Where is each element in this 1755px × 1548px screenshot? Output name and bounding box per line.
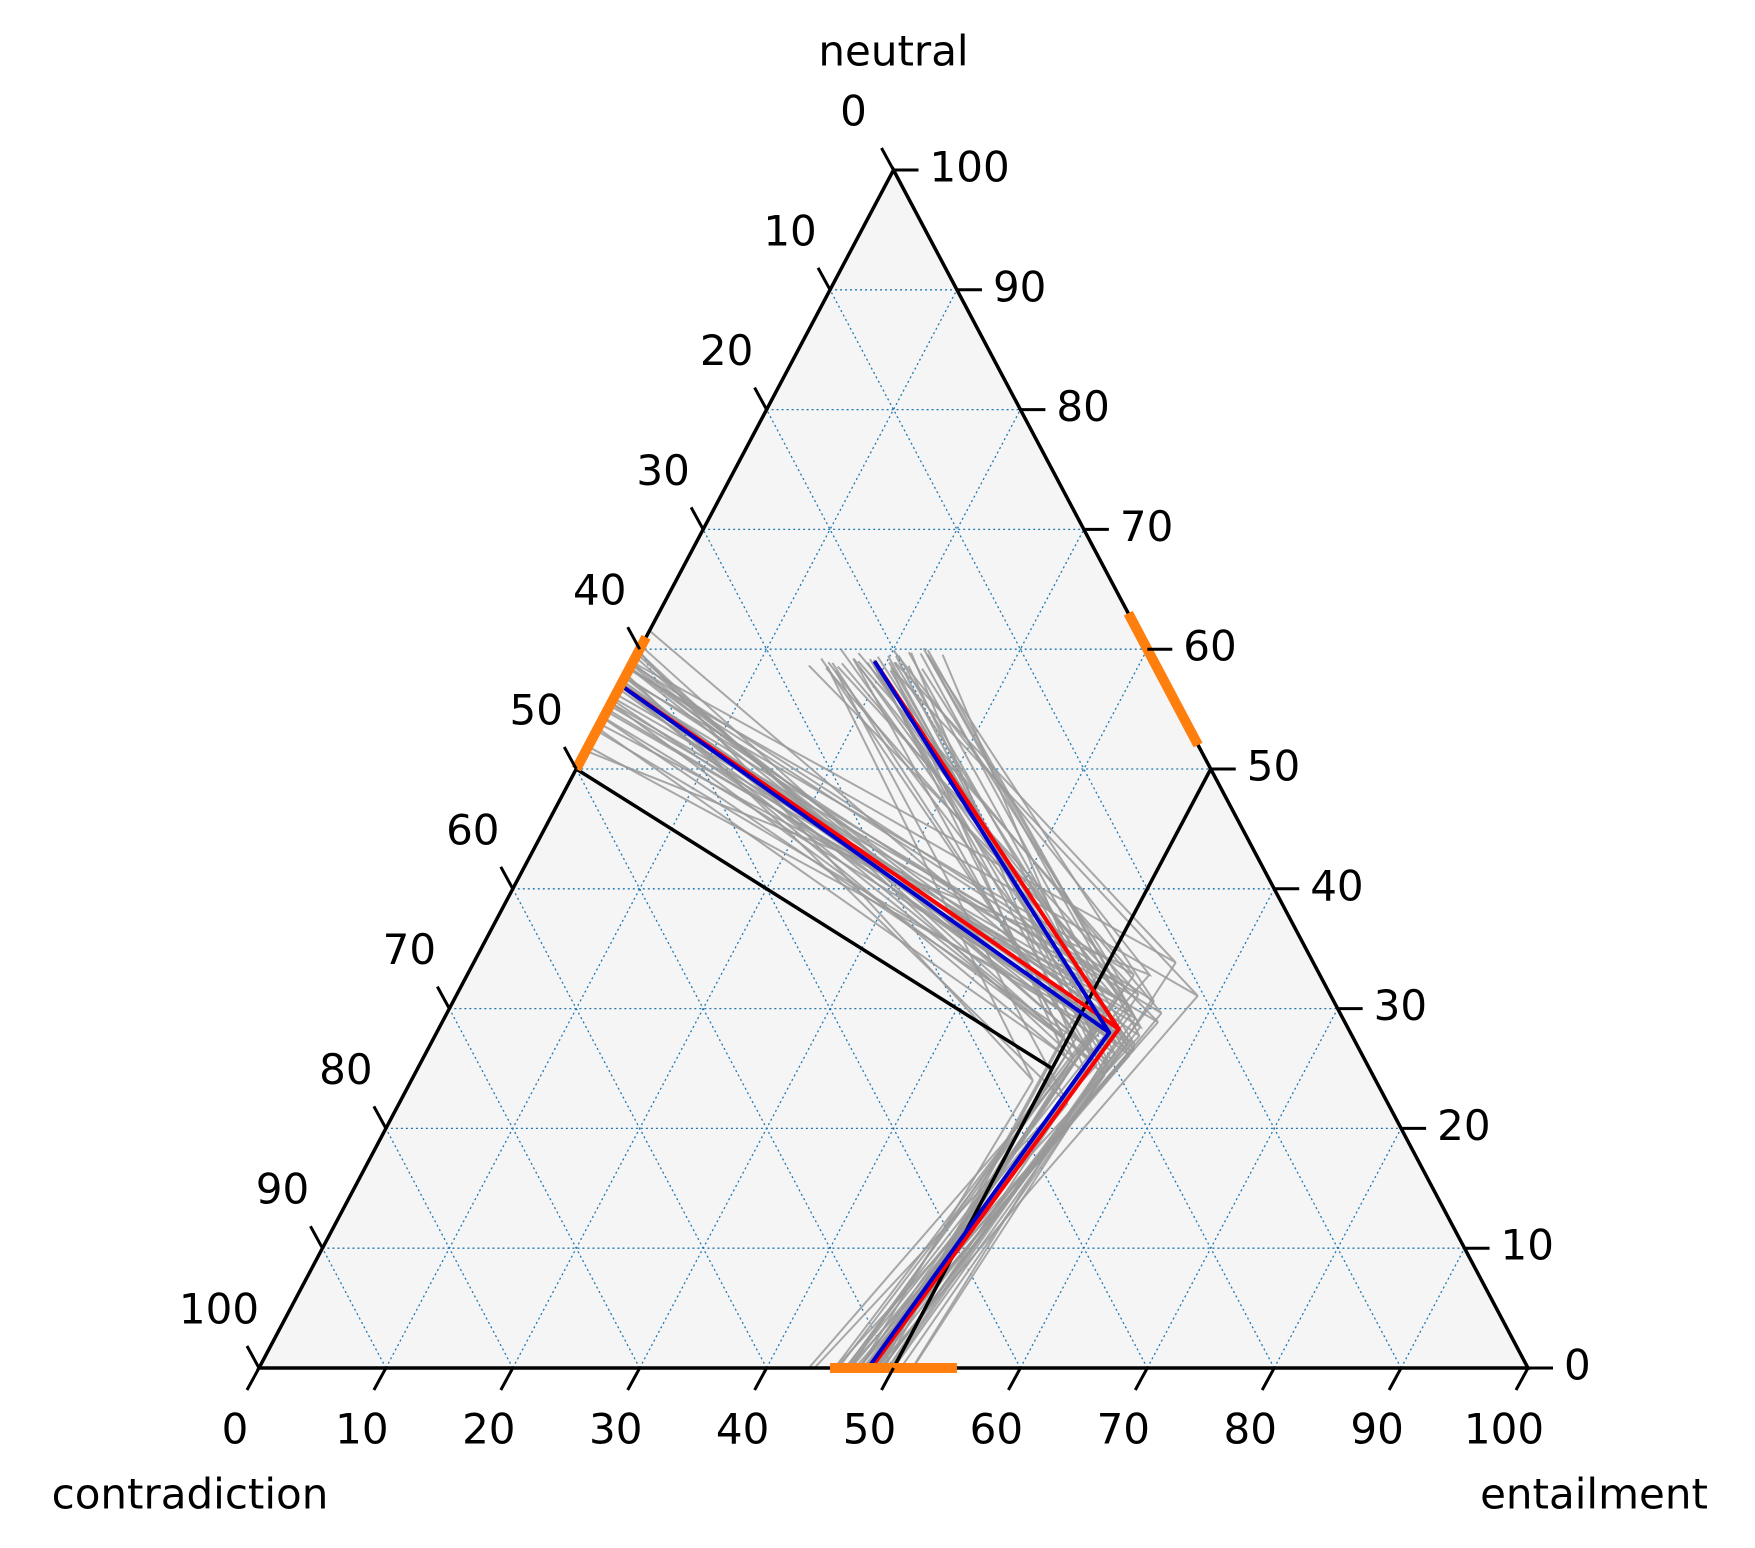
right-tick-label: 50 [1247,742,1300,791]
left-tick [436,985,451,1010]
left-tick [309,1225,324,1249]
grid-line-entailment [766,409,1275,1369]
grid-line-entailment [829,289,1402,1369]
grid-line-entailment [385,1128,514,1369]
left-tick-label: 10 [763,206,816,255]
left-tick-label: 40 [573,566,626,615]
sample-line [876,995,1199,1369]
right-tick-label: 40 [1310,861,1363,910]
left-tick [816,267,832,291]
bottom-tick [245,1367,261,1391]
mean-line [869,1027,1121,1370]
bottom-tick [753,1367,768,1391]
bottom-tick-label: 80 [1223,1405,1276,1454]
plot-background [259,170,1528,1368]
right-tick-label: 100 [930,143,1010,192]
sample-line [859,1080,1034,1369]
left-tick [562,746,578,770]
grid-line-entailment [702,529,1148,1369]
bottom-tick-label: 40 [716,1405,769,1454]
grid-line-contradiction [1273,1128,1402,1369]
grid-line-entailment [512,888,768,1369]
bottom-tick-label: 30 [589,1405,642,1454]
sample-line [911,1041,1117,1369]
left-tick-label: 30 [636,446,689,495]
right-tick-label: 10 [1501,1221,1554,1270]
left-tick-label: 70 [383,925,436,974]
right-tick-label: 80 [1056,382,1109,431]
left-tick-label: 100 [179,1285,259,1334]
left-tick [626,626,642,650]
bottom-tick-label: 60 [970,1405,1023,1454]
grid-line-contradiction [1019,888,1275,1369]
bottom-tick-label: 50 [843,1405,896,1454]
bottom-tick [626,1367,642,1391]
range-highlight-right [571,634,651,772]
left-tick-label: 90 [256,1165,309,1214]
sample-line [854,1021,1159,1369]
grid-line-contradiction [639,529,1085,1369]
bottom-tick-label: 10 [335,1405,388,1454]
right-tick-label: 20 [1437,1101,1490,1150]
bottom-tick-label: 0 [222,1405,249,1454]
left-tick-label: 80 [319,1045,372,1094]
reference-line [575,767,1054,1070]
median-line [866,1031,1111,1370]
bottom-tick [499,1367,515,1391]
axis-title-entailment: entailment [1480,1470,1708,1519]
left-tick-label: 60 [446,805,499,854]
left-tick [245,1345,261,1369]
sample-line [845,1013,1106,1369]
right-tick-label: 70 [1120,502,1173,551]
bottom-tick-label: 100 [1464,1405,1544,1454]
bottom-tick-label: 20 [462,1405,515,1454]
sample-line [844,1004,1130,1369]
bottom-tick-label: 90 [1350,1405,1403,1454]
right-tick-label: 90 [993,262,1046,311]
right-tick-label: 0 [1564,1341,1591,1390]
bottom-tick [372,1367,388,1391]
bottom-tick [1260,1367,1276,1391]
left-tick-label: 50 [510,686,563,735]
left-tick [880,147,895,171]
bottom-tick [1514,1367,1530,1391]
bottom-tick [1387,1367,1403,1391]
right-tick-label: 60 [1183,622,1236,671]
left-tick-label: 0 [840,87,867,136]
bottom-tick [880,1367,895,1391]
left-tick-label: 20 [700,326,753,375]
bottom-tick [1007,1367,1022,1391]
left-tick [372,1105,388,1130]
left-tick [499,866,515,890]
axis-title-contradiction: contradiction [52,1470,329,1519]
left-tick [689,506,705,531]
grid-line-contradiction [512,409,1021,1369]
reference-line [1050,768,1213,1070]
reference-line [891,1067,1054,1369]
bottom-tick [1133,1367,1149,1391]
right-tick-label: 30 [1374,981,1427,1030]
range-highlight-left [1123,610,1203,748]
bottom-tick-label: 70 [1097,1405,1150,1454]
axis-title-neutral: neutral [818,27,968,76]
left-tick [753,386,768,411]
